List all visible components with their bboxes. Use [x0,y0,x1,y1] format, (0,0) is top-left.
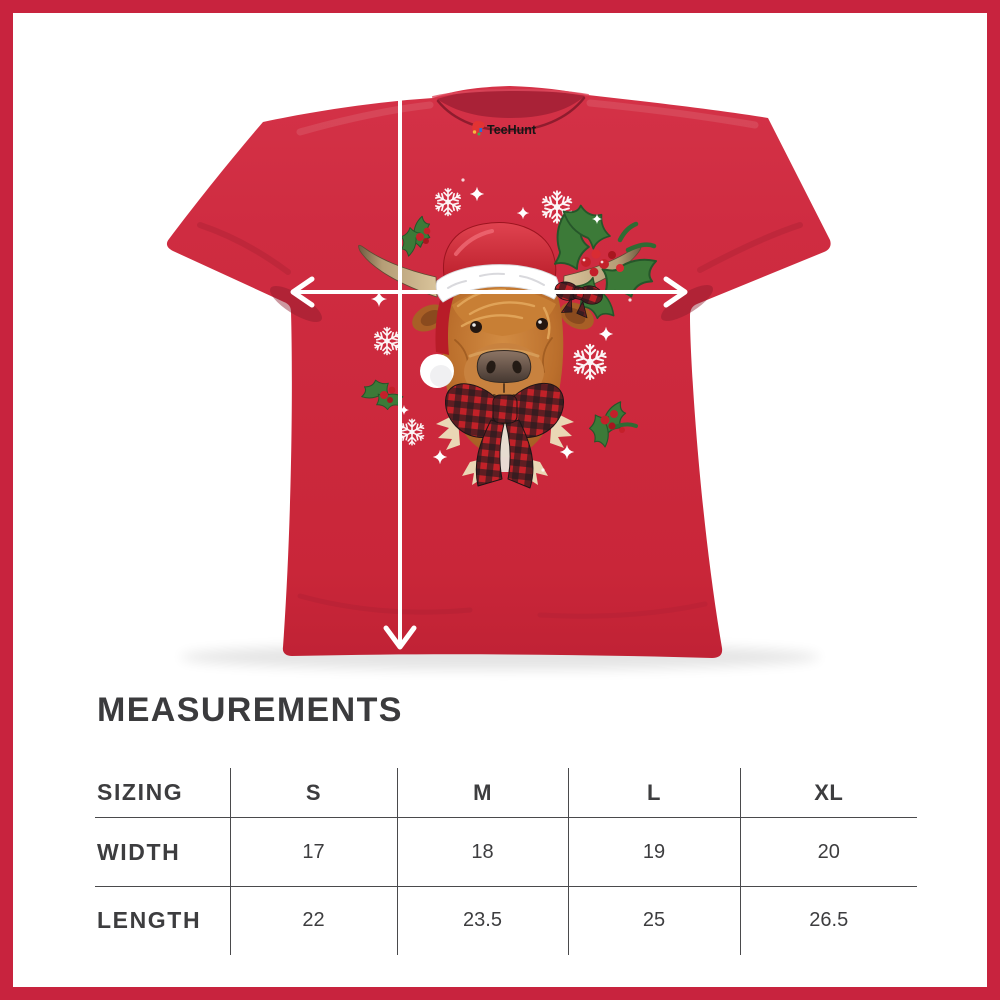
measurements-title: MEASUREMENTS [97,691,403,729]
width-value-s: 17 [229,817,397,887]
collar [432,88,589,132]
size-header-xl: XL [739,768,917,818]
plaid-bow-icon [445,382,564,489]
santa-hat-icon [420,222,559,388]
brand-label: TeeHunt [472,121,537,137]
size-header-m: M [396,768,568,818]
size-header-l: L [567,768,740,818]
sizing-header-cell: SIZING [97,779,184,805]
length-value-s: 22 [229,886,397,955]
sparkle-icon [370,178,632,472]
width-arrow-icon [290,276,688,308]
length-value-l: 25 [567,886,740,955]
length-arrow-icon [383,55,417,650]
christmas-cow-design [358,178,662,489]
brand-name: TeeHunt [487,123,537,137]
width-row-label: WIDTH [97,838,181,865]
width-value-l: 19 [567,817,740,887]
length-value-m: 23.5 [396,886,568,955]
teehunt-logo-icon [472,121,485,136]
length-row-label: LENGTH [97,907,202,934]
length-row: LENGTH 22 23.5 25 26.5 [95,886,917,955]
length-value-xl: 26.5 [739,886,917,955]
size-chart-table: SIZING S M L XL WIDTH 17 18 19 20 LENGTH… [95,768,917,955]
size-header-s: S [229,768,397,818]
tshirt-mockup: TeeHunt [166,55,831,670]
table-header-row: SIZING S M L XL [95,768,917,818]
width-row: WIDTH 17 18 19 20 [95,817,917,887]
width-value-m: 18 [396,817,568,887]
holly-icon [359,214,638,450]
width-value-xl: 20 [739,817,917,887]
